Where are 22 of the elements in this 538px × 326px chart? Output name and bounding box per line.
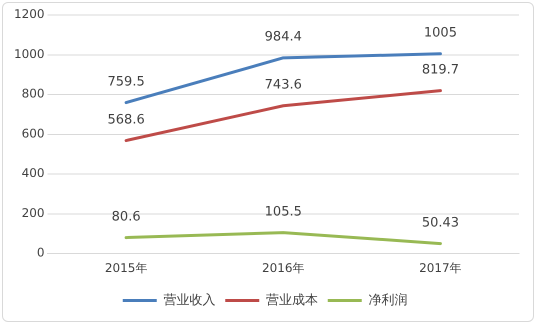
y-tick-label: 0 xyxy=(36,246,45,260)
y-tick-label: 200 xyxy=(22,206,45,220)
data-label: 105.5 xyxy=(264,204,302,220)
data-label: 743.6 xyxy=(264,78,302,93)
data-label: 80.6 xyxy=(112,209,141,224)
data-label: 984.4 xyxy=(264,30,302,45)
y-tick-label: 1000 xyxy=(14,46,45,61)
y-tick-label: 400 xyxy=(22,166,45,180)
data-label: 1005 xyxy=(424,26,457,41)
data-label: 568.6 xyxy=(108,112,145,128)
y-tick-label: 800 xyxy=(22,86,45,101)
data-label: 759.5 xyxy=(108,74,145,90)
legend-label: 营业收入 xyxy=(163,292,216,308)
y-tick-label: 600 xyxy=(22,126,45,140)
legend-label: 净利润 xyxy=(368,292,408,308)
data-label: 819.7 xyxy=(422,62,460,78)
x-tick-label: 2016年 xyxy=(262,260,305,275)
legend-label: 营业成本 xyxy=(266,292,318,308)
data-label: 50.43 xyxy=(422,215,460,230)
x-tick-label: 2015年 xyxy=(104,260,148,275)
x-tick-label: 2017年 xyxy=(419,260,462,275)
y-tick-label: 1200 xyxy=(14,7,45,22)
